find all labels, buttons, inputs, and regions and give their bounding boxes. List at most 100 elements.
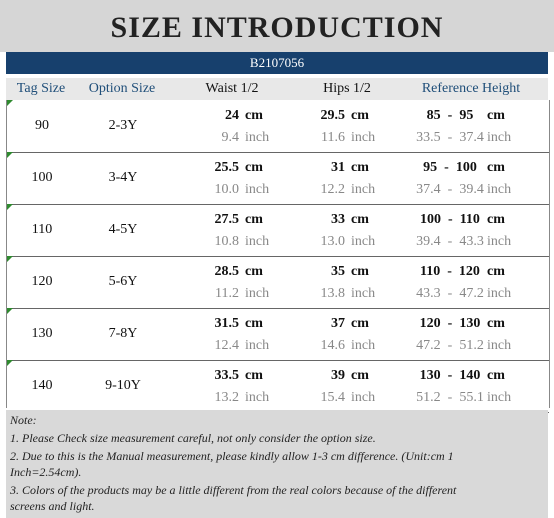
waist-cm-value: 31.5 — [214, 316, 240, 331]
table-header: Tag Size Option Size Waist 1/2 Hips 1/2 … — [6, 78, 548, 100]
header-hips: Hips 1/2 — [323, 81, 371, 96]
hips-inch-unit: inch — [351, 130, 376, 145]
waist-inch-value: 12.4 — [214, 338, 240, 353]
table-row: 90 2-3Y 24 cm 9.4 inch 29.5 cm 11.6 inch… — [7, 100, 549, 153]
height-inch-value: 47.2 - 51.2 — [416, 338, 484, 353]
hips-inch-unit: inch — [351, 338, 376, 353]
row-marker — [7, 100, 13, 106]
table-row: 110 4-5Y 27.5 cm 10.8 inch 33 cm 13.0 in… — [7, 204, 549, 257]
hips-cm-value: 29.5 — [320, 108, 346, 123]
waist-cm-value: 25.5 — [214, 160, 240, 175]
hips-cm-unit: cm — [351, 368, 369, 383]
option-size-cell: 4-5Y — [108, 222, 138, 237]
waist-cm-value: 33.5 — [214, 368, 240, 383]
waist-inch-value: 11.2 — [215, 286, 239, 301]
height-cm-value: 130 - 140 — [419, 368, 481, 383]
hips-cm-unit: cm — [351, 108, 369, 123]
table-row: 130 7-8Y 31.5 cm 12.4 inch 37 cm 14.6 in… — [7, 308, 549, 361]
header-reference-height: Reference Height — [421, 81, 521, 96]
waist-inch-unit: inch — [245, 234, 270, 249]
table-row: 140 9-10Y 33.5 cm 13.2 inch 39 cm 15.4 i… — [7, 360, 549, 413]
waist-inch-unit: inch — [245, 130, 270, 145]
waist-cm-unit: cm — [245, 212, 263, 227]
waist-cm-unit: cm — [245, 316, 263, 331]
hips-cm-value: 33 — [331, 212, 345, 227]
header-option-size: Option Size — [88, 81, 156, 96]
height-cm-unit: cm — [487, 108, 505, 123]
hips-cm-unit: cm — [351, 212, 369, 227]
hips-inch-value: 11.6 — [321, 130, 345, 145]
hips-cm-value: 39 — [331, 368, 345, 383]
height-inch-unit: inch — [487, 234, 512, 249]
option-size-cell: 3-4Y — [108, 170, 138, 185]
page-title: SIZE INTRODUCTION — [110, 11, 444, 44]
height-inch-value: 51.2 - 55.1 — [416, 390, 484, 405]
height-inch-value: 37.4 - 39.4 — [416, 182, 484, 197]
note-line: 3. Colors of the products may be a littl… — [10, 483, 457, 497]
row-marker — [7, 308, 13, 314]
height-inch-value: 33.5 - 37.4 — [416, 130, 484, 145]
hips-inch-unit: inch — [351, 234, 376, 249]
height-inch-value: 39.4 - 43.3 — [416, 234, 484, 249]
option-size-cell: 9-10Y — [105, 378, 141, 393]
tag-size-cell: 100 — [31, 170, 53, 185]
waist-inch-value: 13.2 — [214, 390, 240, 405]
hips-cm-unit: cm — [351, 264, 369, 279]
waist-inch-value: 10.8 — [214, 234, 240, 249]
waist-cm-unit: cm — [245, 108, 263, 123]
hips-inch-value: 13.8 — [320, 286, 346, 301]
waist-inch-unit: inch — [245, 182, 270, 197]
hips-inch-value: 12.2 — [320, 182, 346, 197]
note-line: Inch=2.54cm). — [10, 465, 82, 479]
table-row: 120 5-6Y 28.5 cm 11.2 inch 35 cm 13.8 in… — [7, 256, 549, 309]
waist-cm-value: 28.5 — [214, 264, 240, 279]
hips-inch-unit: inch — [351, 390, 376, 405]
notes-box: Note: 1. Please Check size measurement c… — [6, 410, 548, 518]
height-inch-unit: inch — [487, 182, 512, 197]
product-code-bar: B2107056 — [6, 52, 548, 74]
header-tag-size: Tag Size — [16, 81, 66, 96]
waist-inch-unit: inch — [245, 286, 270, 301]
waist-cm-unit: cm — [245, 160, 263, 175]
height-cm-unit: cm — [487, 264, 505, 279]
hips-inch-unit: inch — [351, 182, 376, 197]
tag-size-cell: 90 — [35, 118, 49, 133]
row-marker — [7, 360, 13, 366]
tag-size-cell: 110 — [31, 222, 53, 237]
hips-inch-unit: inch — [351, 286, 376, 301]
table-row: 100 3-4Y 25.5 cm 10.0 inch 31 cm 12.2 in… — [7, 152, 549, 205]
height-inch-unit: inch — [487, 286, 512, 301]
height-cm-unit: cm — [487, 160, 505, 175]
waist-inch-unit: inch — [245, 338, 270, 353]
waist-inch-unit: inch — [245, 390, 270, 405]
height-inch-unit: inch — [487, 130, 512, 145]
row-marker — [7, 256, 13, 262]
notes-label: Note: — [10, 413, 37, 427]
hips-cm-unit: cm — [351, 160, 369, 175]
waist-cm-value: 24 — [225, 108, 239, 123]
hips-inch-value: 14.6 — [320, 338, 346, 353]
waist-cm-unit: cm — [245, 368, 263, 383]
height-cm-unit: cm — [487, 368, 505, 383]
hips-cm-value: 35 — [331, 264, 345, 279]
note-line: screens and light. — [10, 499, 95, 513]
height-cm-value: 110 - 120 — [420, 264, 480, 279]
note-line: 1. Please Check size measurement careful… — [10, 431, 376, 445]
height-inch-unit: inch — [487, 338, 512, 353]
height-cm-unit: cm — [487, 316, 505, 331]
waist-inch-value: 9.4 — [221, 130, 240, 145]
hips-inch-value: 15.4 — [320, 390, 346, 405]
height-inch-unit: inch — [487, 390, 512, 405]
option-size-cell: 2-3Y — [108, 118, 138, 133]
waist-inch-value: 10.0 — [214, 182, 240, 197]
height-cm-unit: cm — [487, 212, 505, 227]
note-line: 2. Due to this is the Manual measurement… — [10, 449, 454, 463]
hips-cm-value: 37 — [331, 316, 345, 331]
size-table: 90 2-3Y 24 cm 9.4 inch 29.5 cm 11.6 inch… — [6, 100, 550, 413]
option-size-cell: 7-8Y — [108, 326, 138, 341]
waist-cm-unit: cm — [245, 264, 263, 279]
row-marker — [7, 152, 13, 158]
height-cm-value: 85 - 95 — [426, 108, 474, 123]
product-code: B2107056 — [249, 55, 305, 70]
title-bar: SIZE INTRODUCTION — [0, 0, 554, 52]
